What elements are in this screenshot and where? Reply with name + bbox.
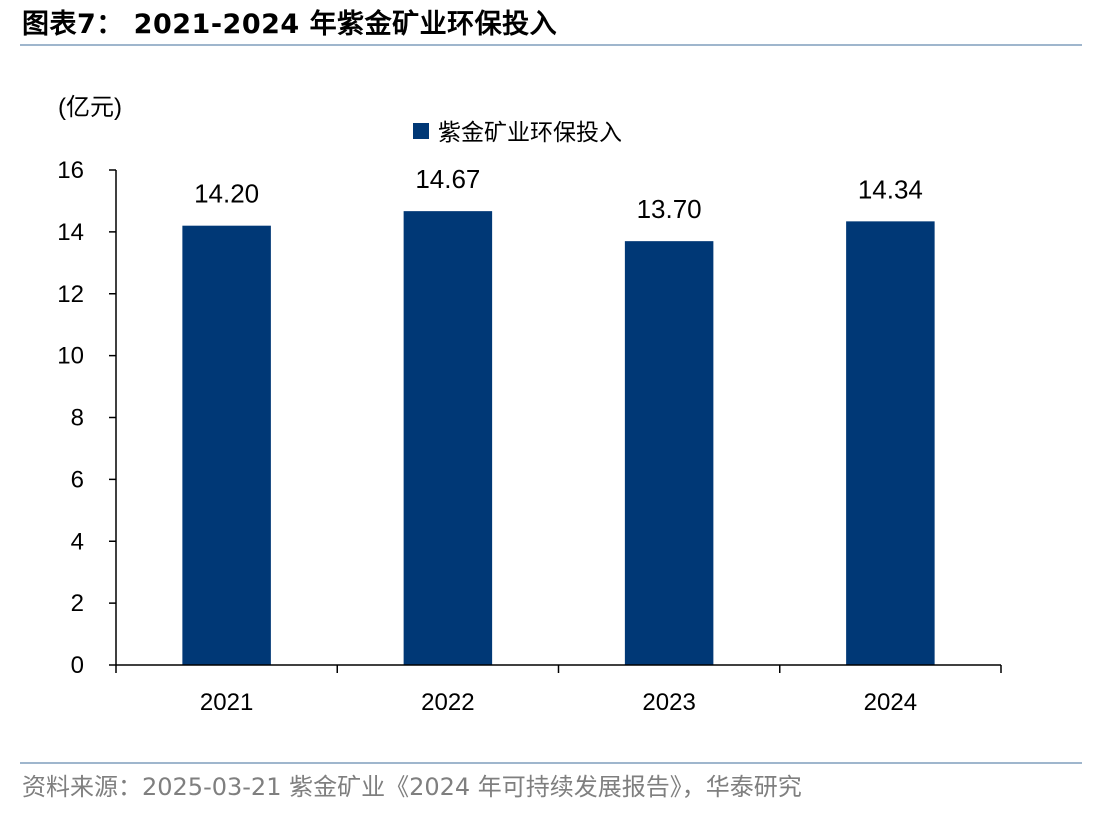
bar-value-label: 13.70 [637, 194, 702, 224]
y-tick-label: 4 [71, 528, 84, 555]
y-tick-label: 14 [57, 219, 84, 246]
bar [403, 211, 493, 665]
y-axis: 0 2 4 6 8 10 12 14 16 [57, 157, 117, 679]
source-divider [20, 762, 1082, 764]
legend-label: 紫金矿业环保投入 [438, 120, 622, 146]
y-axis-unit-label: (亿元) [58, 94, 122, 121]
y-tick-label: 10 [57, 343, 84, 370]
bar-value-label: 14.20 [194, 179, 259, 209]
y-tick-label: 6 [71, 466, 84, 493]
x-tick-label: 2023 [642, 689, 695, 716]
bar [846, 221, 935, 665]
bar-value-label: 14.67 [415, 164, 480, 194]
x-axis: 2021 2022 2023 2024 [115, 664, 1002, 716]
bar [624, 241, 714, 665]
figure-title: 图表7： 2021-2024 年紫金矿业环保投入 [22, 9, 558, 40]
title-divider [20, 44, 1082, 46]
bar-series [182, 211, 935, 665]
y-tick-label: 16 [57, 157, 84, 184]
bar-value-label: 14.34 [858, 174, 923, 204]
legend-swatch [413, 123, 429, 139]
x-tick-label: 2021 [200, 689, 253, 716]
y-tick-label: 2 [71, 590, 84, 617]
x-tick-label: 2024 [864, 689, 917, 716]
source-note: 资料来源：2025-03-21 紫金矿业《2024 年可持续发展报告》，华泰研究 [22, 773, 802, 801]
bar [182, 225, 271, 665]
bar-chart: (亿元) 紫金矿业环保投入 0 2 4 6 8 10 12 14 16 14.20 14.67 13… [57, 94, 1002, 716]
y-tick-label: 8 [71, 405, 84, 432]
y-tick-label: 12 [57, 281, 84, 308]
y-tick-label: 0 [71, 652, 84, 679]
x-tick-label: 2022 [421, 689, 474, 716]
data-labels: 14.20 14.67 13.70 14.34 [194, 164, 923, 224]
